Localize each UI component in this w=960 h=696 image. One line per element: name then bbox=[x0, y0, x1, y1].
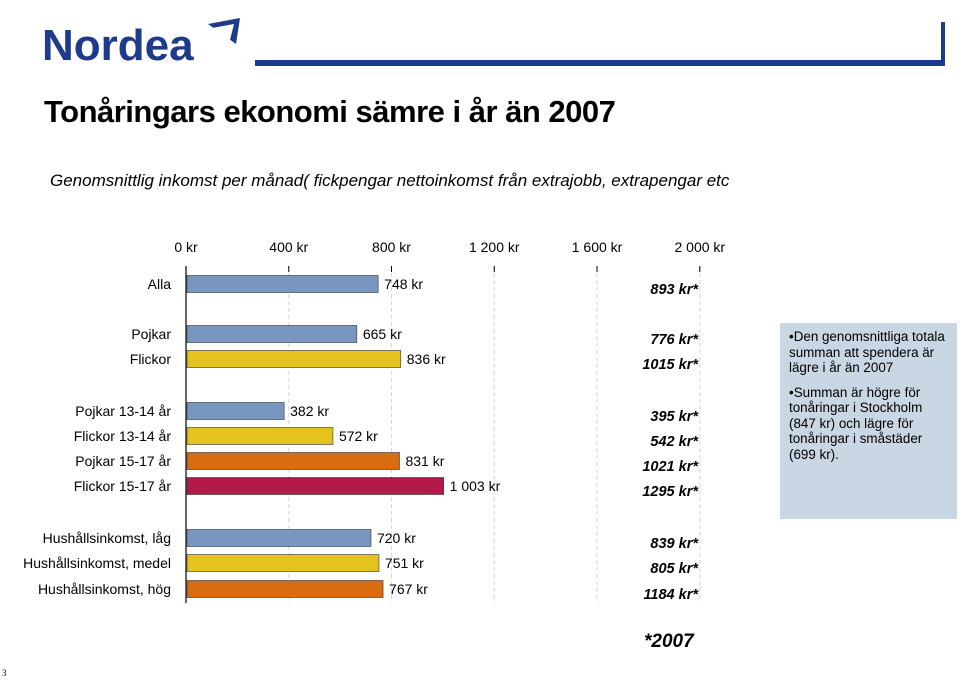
comparison-label: 1021 kr* bbox=[642, 459, 699, 475]
category-label: Pojkar 13-14 år bbox=[75, 403, 171, 419]
logo-sail-icon bbox=[208, 18, 240, 44]
category-label: Flickor 15-17 år bbox=[74, 478, 172, 494]
header-rule-end bbox=[941, 22, 945, 66]
x-tick-label: 0 kr bbox=[174, 239, 198, 255]
bar bbox=[186, 350, 402, 368]
data-label: 720 kr bbox=[377, 530, 416, 546]
x-tick-label: 800 kr bbox=[372, 239, 411, 255]
page-number: 3 bbox=[2, 668, 7, 678]
page-subtitle: Genomsnittlig inkomst per månad( fickpen… bbox=[50, 171, 730, 190]
bar bbox=[186, 554, 380, 572]
header-rule bbox=[255, 60, 943, 66]
bar bbox=[186, 325, 358, 343]
comparison-label: 1015 kr* bbox=[642, 357, 699, 373]
comparison-label: 1295 kr* bbox=[642, 484, 699, 500]
page-title: Tonåringars ekonomi sämre i år än 2007 bbox=[44, 94, 616, 129]
logo-wordmark: Nordea bbox=[42, 21, 194, 70]
comparison-label: 542 kr* bbox=[650, 434, 699, 450]
category-label: Pojkar bbox=[131, 326, 171, 342]
category-label: Pojkar 15-17 år bbox=[75, 453, 171, 469]
data-label: 836 kr bbox=[407, 351, 446, 367]
data-label: 831 kr bbox=[405, 453, 444, 469]
footnote: *2007 bbox=[644, 631, 694, 652]
category-label: Alla bbox=[148, 276, 172, 292]
notes-box: Den genomsnittliga totala summan att spe… bbox=[780, 323, 957, 519]
data-label: 751 kr bbox=[385, 555, 424, 571]
bar bbox=[186, 452, 400, 470]
category-label: Hushållsinkomst, medel bbox=[23, 555, 171, 571]
bar bbox=[186, 580, 384, 598]
comparison-label: 839 kr* bbox=[650, 536, 699, 552]
category-label: Hushållsinkomst, låg bbox=[43, 530, 171, 546]
comparison-label: 893 kr* bbox=[650, 282, 699, 298]
data-label: 382 kr bbox=[290, 403, 329, 419]
x-tick-label: 1 200 kr bbox=[469, 239, 520, 255]
nordea-logo: Nordea bbox=[42, 18, 240, 70]
data-label: 665 kr bbox=[363, 326, 402, 342]
comparison-label: 1184 kr* bbox=[643, 587, 699, 603]
x-tick-label: 2 000 kr bbox=[675, 239, 726, 255]
comparison-label: 805 kr* bbox=[650, 561, 699, 577]
x-tick-label: 1 600 kr bbox=[572, 239, 623, 255]
note-item: Den genomsnittliga totala summan att spe… bbox=[789, 329, 949, 376]
comparison-label: 395 kr* bbox=[650, 409, 699, 425]
x-tick-label: 400 kr bbox=[269, 239, 308, 255]
bar bbox=[186, 402, 285, 420]
data-label: 1 003 kr bbox=[450, 478, 501, 494]
category-label: Hushållsinkomst, hög bbox=[38, 581, 171, 597]
data-label: 767 kr bbox=[389, 581, 428, 597]
bar bbox=[186, 529, 372, 547]
category-label: Flickor 13-14 år bbox=[74, 428, 172, 444]
comparison-label: 776 kr* bbox=[650, 332, 699, 348]
category-label: Flickor bbox=[130, 351, 172, 367]
data-label: 572 kr bbox=[339, 428, 378, 444]
bar bbox=[186, 427, 334, 445]
bar bbox=[186, 275, 379, 293]
bar bbox=[186, 477, 444, 495]
data-label: 748 kr bbox=[384, 276, 423, 292]
note-item: Summan är högre för tonåringar i Stockho… bbox=[789, 385, 949, 463]
